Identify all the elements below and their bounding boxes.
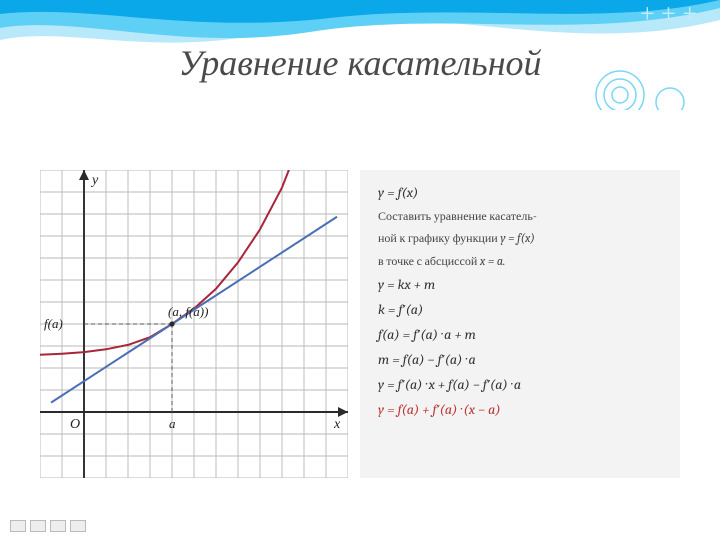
eqn-yx: y = f′(a) · x + f(a) − f′(a) · a [378,376,662,394]
eqn-kfp: k = f′(a) [378,301,662,319]
svg-text:O: O [70,417,80,432]
thumb [30,520,46,532]
svg-text:(a, f(a)): (a, f(a)) [168,304,208,319]
thumb [50,520,66,532]
thumb [10,520,26,532]
page-title: Уравнение касательной [0,42,720,84]
prose-line-3: в точке с абсциссой x = a. [378,254,662,269]
svg-text:f(a): f(a) [44,316,63,331]
eqn-y-fx: y = f(x) [378,184,662,202]
svg-text:x: x [333,417,341,432]
svg-text:a: a [169,416,176,431]
svg-text:y: y [90,173,99,188]
formula-panel: y = f(x) Составить уравнение касатель- н… [360,170,680,478]
eqn-fa: f(a) = f′(a) · a + m [378,326,662,344]
chart-panel: yxOaf(a)(a, f(a))L [40,170,348,478]
thumb [70,520,86,532]
eqn-final: y = f(a) + f′(a) · (x − a) [378,401,662,419]
eqn-m: m = f(a) − f′(a) · a [378,351,662,369]
prose-line-2: ной к графику функции y = f(x) [378,231,662,246]
prose-line-1: Составить уравнение касатель- [378,209,662,224]
plus-deco: + + + [640,0,697,28]
tangent-chart: yxOaf(a)(a, f(a))L [40,170,348,478]
slide: { "title": "Уравнение касательной", "ban… [0,0,720,540]
thumbnail-strip [10,520,86,532]
eqn-ykxm: y = kx + m [378,276,662,294]
content-row: yxOaf(a)(a, f(a))L y = f(x) Составить ур… [40,170,680,510]
